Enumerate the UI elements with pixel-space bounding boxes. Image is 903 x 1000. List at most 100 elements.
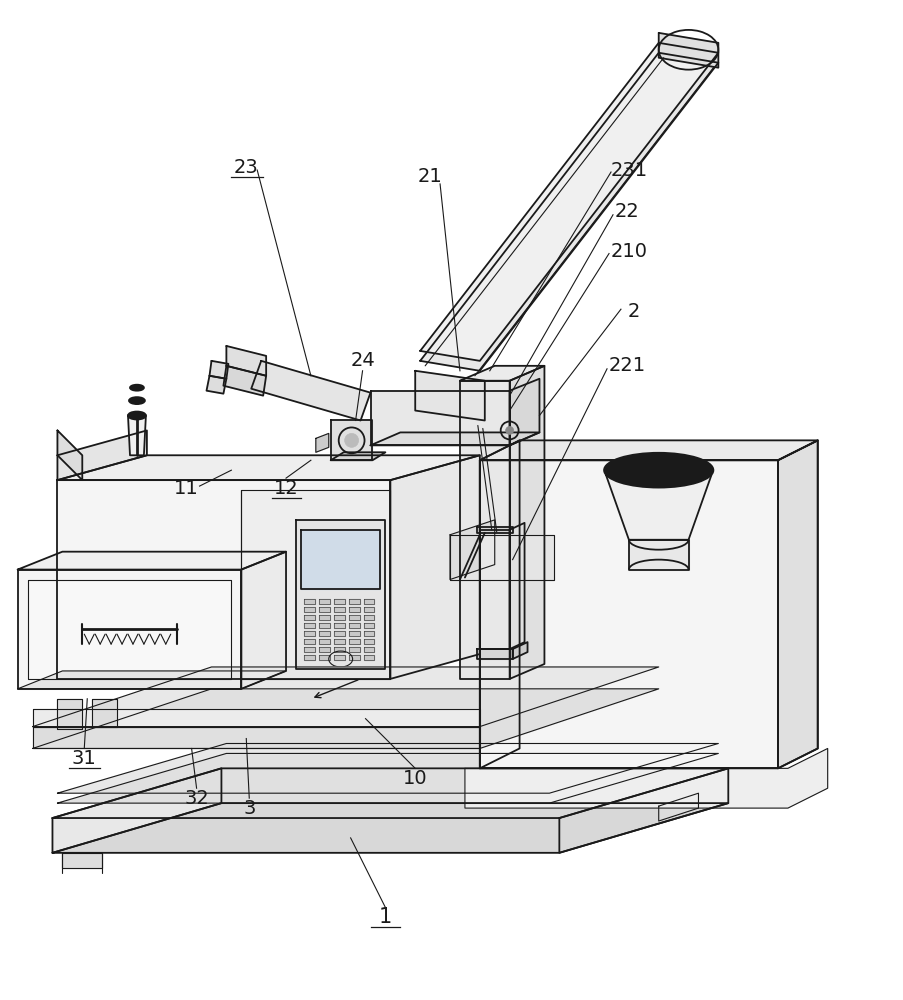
Polygon shape [349,647,359,652]
Polygon shape [241,552,285,689]
Polygon shape [349,607,359,612]
Polygon shape [559,768,728,853]
Polygon shape [33,709,479,727]
Polygon shape [303,599,314,604]
Polygon shape [52,803,728,853]
Polygon shape [777,440,817,768]
Polygon shape [460,381,509,679]
Polygon shape [52,768,221,853]
Polygon shape [390,455,479,679]
Polygon shape [330,452,385,460]
Polygon shape [370,391,509,445]
Polygon shape [92,699,117,727]
Polygon shape [319,631,330,636]
Polygon shape [349,655,359,660]
Polygon shape [450,535,554,580]
Polygon shape [370,432,539,445]
Polygon shape [363,607,374,612]
Polygon shape [58,699,82,729]
Polygon shape [658,33,718,68]
Polygon shape [18,552,285,570]
Polygon shape [363,647,374,652]
Polygon shape [349,623,359,628]
Ellipse shape [603,453,712,488]
Polygon shape [512,642,527,659]
Ellipse shape [129,397,144,404]
Polygon shape [349,615,359,620]
Polygon shape [319,639,330,644]
Polygon shape [241,490,390,679]
Text: 221: 221 [608,356,645,375]
Polygon shape [226,346,265,376]
Polygon shape [303,607,314,612]
Polygon shape [58,480,390,679]
Polygon shape [295,520,385,669]
Polygon shape [658,793,698,821]
Polygon shape [62,853,102,868]
Polygon shape [509,379,539,445]
Polygon shape [349,639,359,644]
Polygon shape [509,523,524,649]
Polygon shape [333,615,344,620]
Polygon shape [206,376,226,394]
Polygon shape [223,366,265,396]
Polygon shape [319,623,330,628]
Circle shape [344,433,358,447]
Polygon shape [33,667,658,727]
Polygon shape [333,607,344,612]
Text: 3: 3 [243,799,256,818]
Polygon shape [363,655,374,660]
Polygon shape [363,615,374,620]
Polygon shape [333,599,344,604]
Polygon shape [628,540,688,570]
Polygon shape [330,420,372,460]
Polygon shape [476,527,512,533]
Polygon shape [333,655,344,660]
Polygon shape [420,53,718,371]
Polygon shape [303,639,314,644]
Text: 31: 31 [72,749,97,768]
Polygon shape [414,371,484,420]
Polygon shape [58,455,479,480]
Polygon shape [251,361,370,420]
Polygon shape [450,520,494,580]
Text: 22: 22 [614,202,638,221]
Polygon shape [476,649,512,659]
Polygon shape [18,570,241,689]
Polygon shape [479,440,817,768]
Polygon shape [58,743,718,793]
Text: 21: 21 [417,167,442,186]
Polygon shape [319,599,330,604]
Polygon shape [509,366,544,679]
Text: 2: 2 [627,302,639,321]
Polygon shape [479,460,777,768]
Polygon shape [333,647,344,652]
Polygon shape [605,475,711,540]
Polygon shape [315,433,329,452]
Polygon shape [52,768,728,818]
Text: 231: 231 [610,161,647,180]
Polygon shape [363,631,374,636]
Text: 12: 12 [274,479,298,498]
Polygon shape [363,639,374,644]
Circle shape [505,426,513,434]
Polygon shape [58,430,146,480]
Polygon shape [301,530,380,589]
Polygon shape [349,599,359,604]
Text: 210: 210 [610,242,647,261]
Polygon shape [303,615,314,620]
Polygon shape [464,748,827,808]
Text: 23: 23 [234,158,258,177]
Polygon shape [303,655,314,660]
Polygon shape [128,416,145,455]
Polygon shape [303,647,314,652]
Ellipse shape [130,385,144,391]
Polygon shape [333,631,344,636]
Text: 10: 10 [403,769,427,788]
Polygon shape [58,753,718,803]
Text: 1: 1 [378,907,392,927]
Polygon shape [33,689,658,748]
Ellipse shape [609,455,708,485]
Polygon shape [303,623,314,628]
Polygon shape [333,623,344,628]
